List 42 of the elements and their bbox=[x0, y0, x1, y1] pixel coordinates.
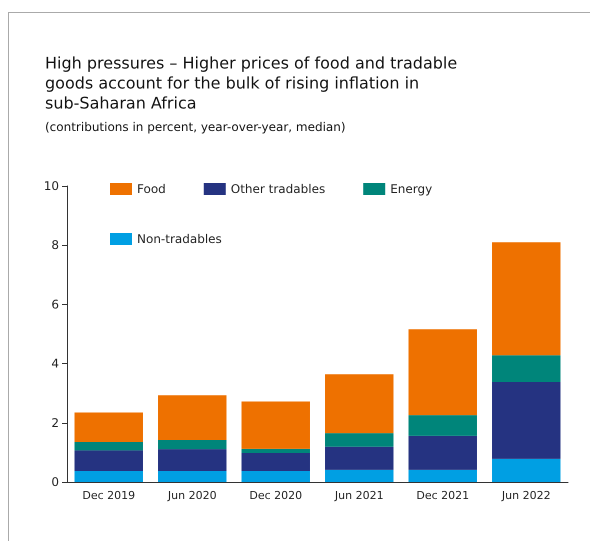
legend-label: Energy bbox=[390, 182, 432, 196]
bar bbox=[74, 442, 143, 450]
chart-subtitle: (contributions in percent, year-over-year, median) bbox=[45, 120, 346, 134]
y-tick-label: 0 bbox=[51, 475, 59, 489]
x-tick-label: Jun 2021 bbox=[334, 489, 384, 502]
bar bbox=[158, 471, 226, 482]
legend-label: Non-tradables bbox=[137, 232, 222, 246]
bar bbox=[325, 470, 394, 482]
bar bbox=[408, 470, 477, 482]
bar bbox=[242, 448, 310, 453]
bar bbox=[242, 401, 310, 449]
x-tick-label: Jun 2020 bbox=[166, 489, 217, 502]
bar bbox=[242, 471, 310, 482]
bar bbox=[74, 412, 143, 442]
x-tick-label: Dec 2019 bbox=[82, 489, 136, 502]
bar bbox=[325, 374, 394, 434]
bar bbox=[408, 436, 477, 470]
bar bbox=[242, 452, 310, 472]
y-tick-label: 4 bbox=[51, 356, 59, 371]
bar bbox=[158, 440, 226, 450]
x-tick-label: Dec 2021 bbox=[416, 489, 470, 502]
bar bbox=[492, 458, 560, 482]
x-tick-label: Dec 2020 bbox=[249, 489, 302, 502]
y-tick-label: 10 bbox=[44, 179, 59, 193]
bar bbox=[492, 355, 560, 382]
bar bbox=[325, 433, 394, 447]
bar bbox=[492, 382, 560, 459]
y-tick-label: 8 bbox=[51, 238, 59, 252]
bar bbox=[158, 449, 226, 472]
chart-title: High pressures – Higher prices of food and tradable goods account for the bulk of rising inflation in sub-Saharan Africa bbox=[45, 54, 462, 112]
legend-label: Food bbox=[137, 182, 166, 196]
bar bbox=[74, 450, 143, 472]
bar bbox=[74, 471, 143, 482]
y-tick-label: 6 bbox=[51, 297, 59, 312]
y-tick-label: 2 bbox=[51, 416, 59, 430]
bar bbox=[408, 329, 477, 416]
bar bbox=[325, 446, 394, 470]
bar bbox=[158, 395, 226, 440]
x-tick-label: Jun 2022 bbox=[500, 489, 551, 502]
legend-label: Other tradables bbox=[230, 182, 326, 196]
bar bbox=[408, 415, 477, 436]
bar bbox=[492, 242, 560, 356]
